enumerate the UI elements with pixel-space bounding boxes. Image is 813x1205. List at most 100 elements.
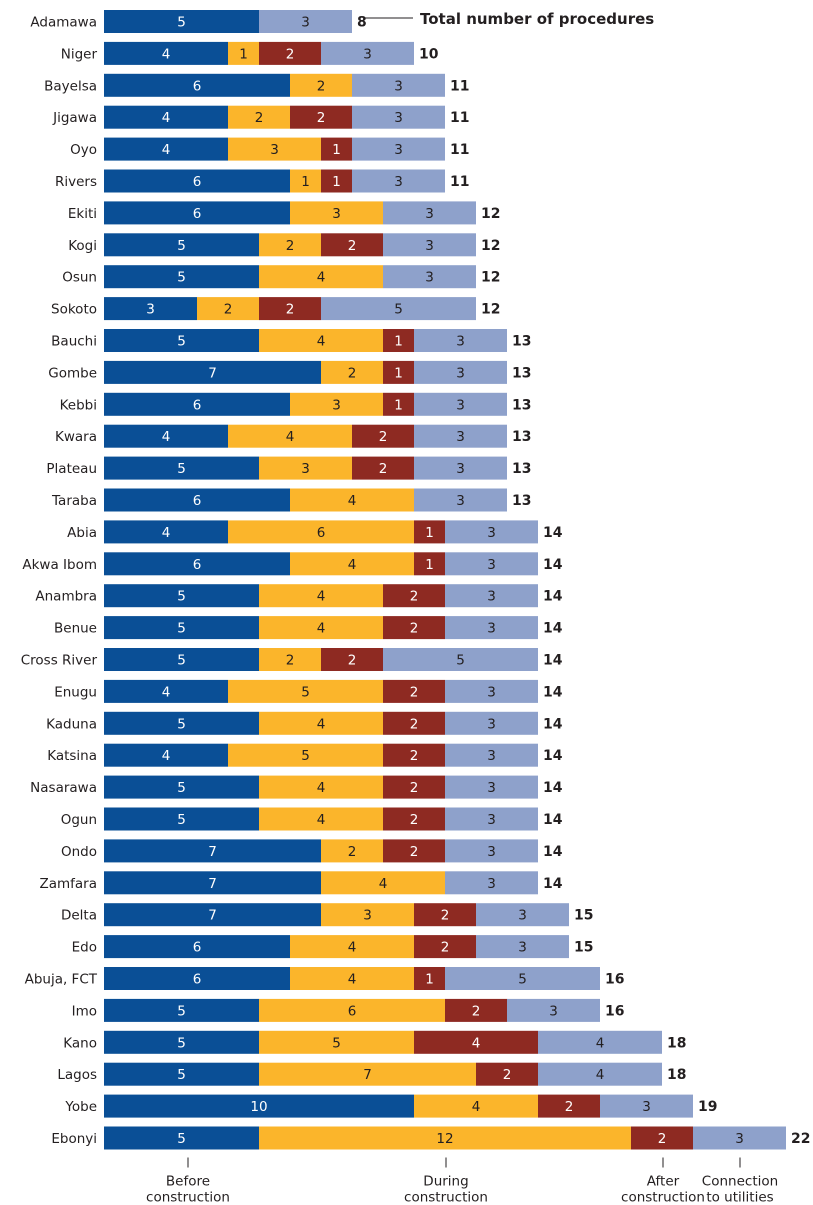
total-annotation: Total number of procedures [365, 10, 654, 28]
bar-row: Katsina 4 5 2 3 14 [47, 743, 563, 767]
segment-value-label: 3 [394, 142, 403, 158]
segment-value-label: 6 [193, 78, 202, 94]
bar-segment [414, 488, 507, 512]
bar-segment [259, 1126, 631, 1150]
total-value-label: 16 [605, 1003, 624, 1019]
total-value-label: 11 [450, 78, 469, 94]
segment-value-label: 3 [456, 493, 465, 509]
total-value-label: 13 [512, 461, 531, 477]
segment-value-label: 3 [394, 174, 403, 190]
segment-value-label: 2 [224, 302, 233, 318]
bar-row: Zamfara 7 4 3 14 [39, 871, 563, 895]
bar-segment [476, 1062, 538, 1086]
segment-value-label: 4 [317, 716, 326, 732]
bar-segment [445, 743, 538, 767]
segment-value-label: 4 [317, 780, 326, 796]
bar-segment [290, 201, 383, 225]
total-value-label: 12 [481, 302, 500, 318]
bar-segment [414, 552, 445, 576]
bar-segment [259, 998, 445, 1022]
segment-value-label: 6 [193, 397, 202, 413]
bar-segment [259, 10, 352, 33]
segment-value-label: 2 [317, 78, 326, 94]
phase-label-line: During [423, 1174, 468, 1190]
bar-row: Adamawa 5 3 8 [30, 10, 367, 33]
bar-segment [321, 871, 445, 895]
total-value-label: 14 [543, 748, 563, 764]
bar-segment [414, 424, 507, 448]
bar-segment [445, 998, 507, 1022]
segment-value-label: 3 [425, 270, 434, 286]
total-value-label: 8 [357, 15, 367, 31]
bar-row: Edo 6 4 2 3 15 [72, 935, 593, 959]
segment-value-label: 3 [487, 557, 496, 573]
category-label: Rivers [55, 174, 97, 190]
phase-label-line: Before [166, 1174, 210, 1190]
segment-value-label: 4 [162, 46, 171, 62]
segment-value-label: 3 [301, 461, 310, 477]
segment-value-label: 7 [363, 1067, 372, 1083]
segment-value-label: 3 [301, 15, 310, 31]
bar-segment [445, 552, 538, 576]
category-label: Katsina [47, 748, 97, 764]
bar-segment [104, 903, 321, 927]
bar-segment [383, 807, 445, 831]
segment-value-label: 4 [162, 429, 171, 445]
bar-segment [383, 648, 538, 671]
bar-segment [414, 1094, 538, 1118]
total-value-label: 15 [574, 940, 593, 956]
segment-value-label: 2 [317, 110, 326, 126]
segment-value-label: 5 [301, 748, 310, 764]
segment-value-label: 2 [658, 1131, 667, 1147]
segment-value-label: 2 [410, 589, 419, 605]
bar-segment [445, 520, 538, 544]
total-value-label: 13 [512, 429, 531, 445]
bar-row: Imo 5 6 2 3 16 [72, 998, 624, 1022]
bar-segment [321, 41, 414, 65]
total-value-label: 11 [450, 110, 469, 126]
bar-segment [228, 137, 321, 161]
bar-row: Kaduna 5 4 2 3 14 [46, 711, 563, 735]
bar-segment [383, 584, 445, 608]
bar-segment [104, 679, 228, 703]
segment-value-label: 12 [436, 1131, 453, 1147]
bar-segment [445, 679, 538, 703]
bar-segment [104, 424, 228, 448]
total-value-label: 14 [543, 525, 563, 541]
segment-value-label: 5 [177, 1035, 186, 1051]
segment-value-label: 1 [394, 334, 403, 350]
bar-row: Ebonyi 5 12 2 3 22 [51, 1126, 810, 1150]
segment-value-label: 2 [255, 110, 264, 126]
segment-value-label: 4 [472, 1099, 481, 1115]
bar-segment [538, 1094, 600, 1118]
bar-segment [104, 137, 228, 161]
segment-value-label: 4 [162, 748, 171, 764]
bar-segment [259, 265, 383, 289]
segment-value-label: 3 [735, 1131, 744, 1147]
segment-value-label: 5 [456, 653, 465, 669]
segment-value-label: 2 [472, 1003, 481, 1019]
segment-value-label: 6 [193, 940, 202, 956]
total-value-label: 16 [605, 972, 624, 988]
segment-value-label: 2 [348, 653, 357, 669]
bar-segment [104, 105, 228, 129]
bar-segment [104, 233, 259, 257]
bar-row: Osun 5 4 3 12 [62, 265, 500, 289]
bar-row: Abuja, FCT 6 4 1 5 16 [25, 967, 624, 990]
bar-segment [228, 105, 290, 129]
bar-segment [445, 711, 538, 735]
segment-value-label: 5 [177, 653, 186, 669]
bar-row: Taraba 6 4 3 13 [51, 488, 531, 512]
bar-row: Bauchi 5 4 1 3 13 [51, 329, 531, 352]
bar-segment [445, 839, 538, 863]
segment-value-label: 7 [208, 876, 217, 892]
bar-segment [631, 1126, 693, 1150]
segment-value-label: 4 [348, 557, 357, 573]
segment-value-label: 2 [286, 46, 295, 62]
total-value-label: 22 [791, 1131, 810, 1147]
total-value-label: 14 [543, 876, 563, 892]
bar-row: Benue 5 4 2 3 14 [54, 616, 563, 640]
bar-row: Niger 4 1 2 3 10 [61, 41, 439, 65]
bar-segment [259, 1062, 476, 1086]
